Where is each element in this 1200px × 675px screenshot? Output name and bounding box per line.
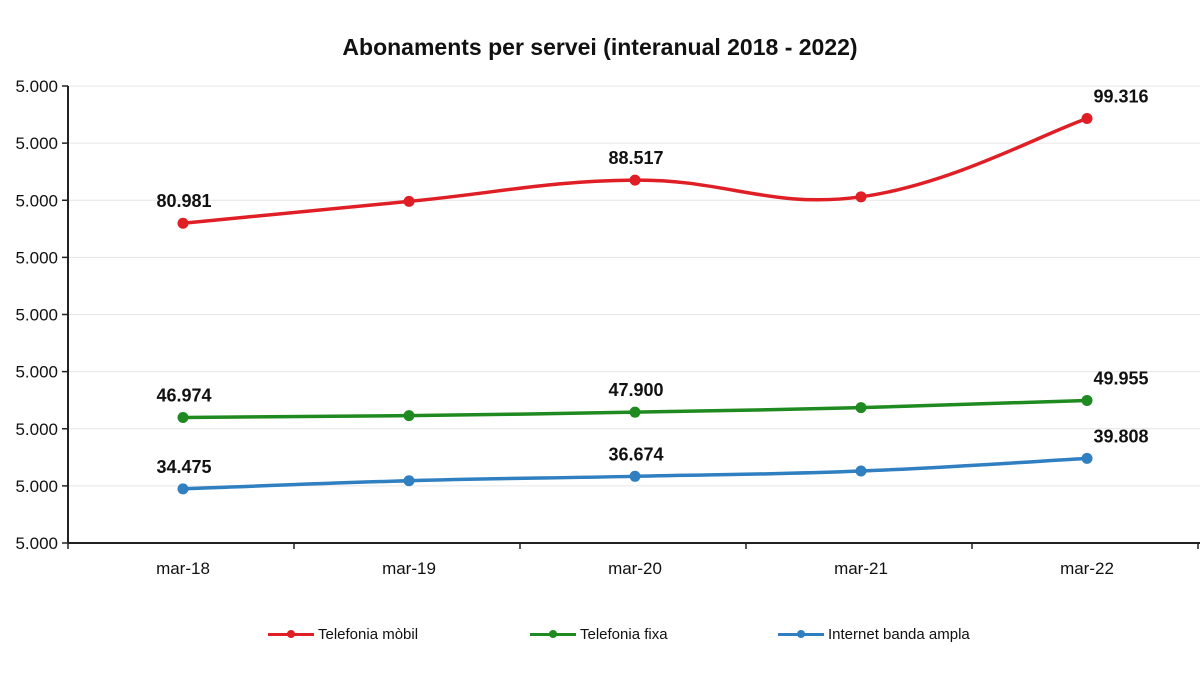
series-line — [182, 116, 1088, 225]
x-tick-label: mar-22 — [1060, 559, 1114, 578]
legend-item-fixed[interactable]: Telefonia fixa — [530, 622, 668, 646]
legend-label-broadband: Internet banda ampla — [828, 625, 970, 643]
y-tick-label: 5.000 — [15, 420, 58, 439]
data-point — [629, 406, 641, 418]
y-tick-label: 5.000 — [15, 134, 58, 153]
y-tick-label: 5.000 — [15, 363, 58, 382]
data-point — [629, 174, 641, 186]
data-point — [403, 475, 415, 487]
legend-item-broadband[interactable]: Internet banda ampla — [778, 622, 970, 646]
data-label: 88.517 — [608, 148, 663, 168]
data-point — [177, 411, 189, 423]
data-point — [403, 195, 415, 207]
y-tick-label: 5.000 — [15, 191, 58, 210]
data-label: 36.674 — [608, 444, 663, 464]
y-tick-label: 5.000 — [15, 77, 58, 96]
data-point — [855, 402, 867, 414]
data-point — [1081, 112, 1093, 124]
data-point — [855, 465, 867, 477]
x-tick-label: mar-20 — [608, 559, 662, 578]
data-label: 39.808 — [1093, 426, 1148, 446]
data-point — [855, 191, 867, 203]
y-tick-label: 5.000 — [15, 306, 58, 325]
data-label: 99.316 — [1093, 86, 1148, 106]
data-point — [1081, 452, 1093, 464]
x-tick-label: mar-19 — [382, 559, 436, 578]
data-label: 49.955 — [1093, 368, 1148, 388]
chart-title: Abonaments per servei (interanual 2018 -… — [342, 34, 858, 60]
legend-item-mobile[interactable]: Telefonia mòbil — [268, 622, 418, 646]
data-label: 47.900 — [608, 380, 663, 400]
legend-swatch-fixed — [530, 624, 576, 644]
data-label: 46.974 — [156, 385, 211, 405]
x-tick-label: mar-18 — [156, 559, 210, 578]
data-point — [1081, 394, 1093, 406]
legend-swatch-mobile — [268, 624, 314, 644]
data-label: 80.981 — [156, 191, 211, 211]
legend-label-mobile: Telefonia mòbil — [318, 625, 419, 643]
y-tick-label: 5.000 — [15, 534, 58, 553]
data-label: 34.475 — [156, 457, 211, 477]
y-tick-label: 5.000 — [15, 477, 58, 496]
chart-legend: Telefonia mòbil Telefonia fixa Internet … — [0, 622, 1200, 646]
x-tick-label: mar-21 — [834, 559, 888, 578]
legend-label-fixed: Telefonia fixa — [580, 625, 668, 643]
data-point — [629, 470, 641, 482]
y-tick-label: 5.000 — [15, 248, 58, 267]
legend-swatch-broadband — [778, 624, 824, 644]
data-point — [177, 483, 189, 495]
data-point — [177, 217, 189, 229]
data-point — [403, 410, 415, 422]
